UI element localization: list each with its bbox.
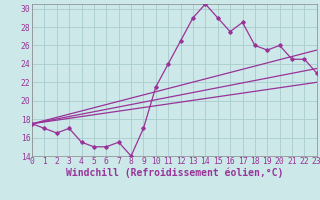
X-axis label: Windchill (Refroidissement éolien,°C): Windchill (Refroidissement éolien,°C) xyxy=(66,167,283,178)
